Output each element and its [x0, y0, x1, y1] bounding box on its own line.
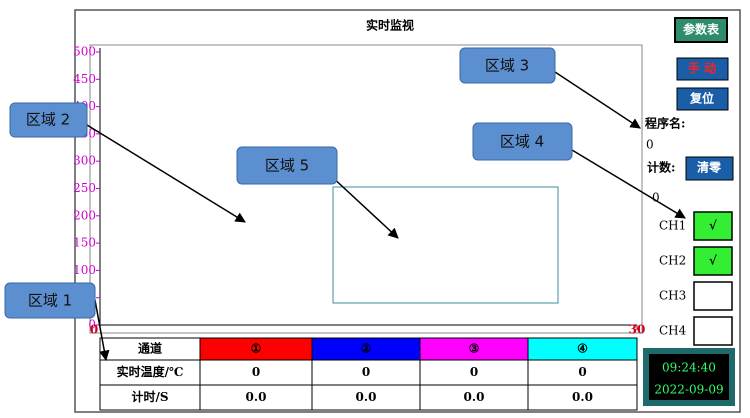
clock-time: 09:24:40	[662, 361, 716, 375]
callouts: 区域 1 区域 2 区域 3 区域 4 区域 5	[4, 47, 686, 362]
channel-box[interactable]	[693, 316, 733, 346]
y-tick-label: 200	[73, 208, 96, 222]
cell-text: 计时/S	[131, 389, 168, 404]
cell-text: 0.0	[572, 390, 593, 404]
cell	[527, 384, 638, 411]
callout-box	[472, 122, 573, 161]
cell-text: 0	[362, 365, 370, 379]
y-tick-label: 0	[88, 318, 96, 332]
channel-box[interactable]	[693, 281, 733, 311]
cell	[99, 384, 201, 411]
channel-box[interactable]	[693, 211, 733, 241]
y-tick-label: 150	[73, 236, 96, 250]
clear-button[interactable]	[685, 156, 734, 181]
arrow	[554, 71, 641, 129]
callout-box	[459, 47, 556, 84]
header-text: 通道	[138, 341, 162, 356]
callout-box	[236, 146, 338, 185]
channel-check: √	[709, 219, 717, 233]
program-value: 0	[646, 138, 654, 152]
header-text: ④	[577, 342, 588, 356]
params-button[interactable]	[674, 17, 728, 43]
cell-text: 0.0	[246, 390, 267, 404]
header-text: ③	[469, 342, 480, 356]
x-tick-label: 0	[90, 323, 98, 337]
x-tick-label: 30	[629, 323, 646, 337]
clock-date: 2022-09-09	[654, 383, 723, 397]
arrow	[571, 149, 686, 219]
y-tick-label: 450	[73, 72, 96, 86]
y-tick-label: 300	[73, 154, 96, 168]
header-text: ①	[251, 342, 262, 356]
cell-text: 0.0	[464, 390, 485, 404]
params-label: 参数表	[683, 22, 720, 37]
channel-label: CH4	[659, 324, 687, 338]
cell	[311, 359, 421, 386]
title: 实时监视	[366, 18, 414, 33]
cell	[527, 359, 638, 386]
channel-label: CH1	[659, 219, 686, 233]
channel-label: CH2	[659, 254, 686, 268]
cell-text: 0	[470, 365, 478, 379]
cell	[311, 384, 421, 411]
callout-box	[9, 102, 88, 138]
channel-label: CH3	[659, 289, 686, 303]
plot: 050100150200250300350400450500030	[73, 45, 645, 337]
cell	[419, 384, 529, 411]
header-text: ②	[361, 342, 372, 356]
callout-label: 区域 3	[485, 57, 529, 75]
callout-label: 区域 5	[265, 157, 309, 175]
callout-label: 区域 4	[500, 133, 544, 151]
callout-label: 区域 2	[26, 111, 70, 129]
reset-button[interactable]	[676, 87, 729, 111]
cell-text: 0.0	[356, 390, 377, 404]
plot-area	[89, 44, 643, 334]
arrow	[94, 299, 110, 362]
region-box	[332, 186, 559, 304]
program-label: 程序名:	[645, 116, 685, 131]
cell-text: 0	[252, 365, 260, 379]
y-tick-label: 500	[73, 45, 96, 59]
manual-button[interactable]	[676, 57, 729, 81]
arrow	[86, 124, 246, 223]
arrow	[329, 174, 399, 239]
count-value: 0	[652, 191, 660, 205]
callout-box	[4, 282, 96, 319]
count-label: 计数:	[647, 160, 675, 175]
cell-text: 0	[578, 365, 586, 379]
y-tick-label: 250	[73, 181, 96, 195]
cell	[199, 359, 313, 386]
channels: CH1 √ CH2 √ CH3 CH4	[659, 211, 733, 346]
reset-label: 复位	[689, 91, 714, 106]
manual-label: 手 动	[688, 61, 716, 76]
callout-label: 区域 1	[28, 292, 72, 310]
clear-label: 清零	[697, 160, 722, 175]
table: 通道 ① ② ③ ④ 实时温度/℃ 0 0 0 0 计时/S 0.0 0.0 0.0 0.0	[99, 337, 638, 411]
y-tick-label: 100	[73, 263, 96, 277]
channel-check: √	[709, 254, 717, 268]
channel-box[interactable]	[693, 246, 733, 276]
cell-text: 实时温度/℃	[117, 364, 184, 379]
clock	[649, 354, 729, 400]
